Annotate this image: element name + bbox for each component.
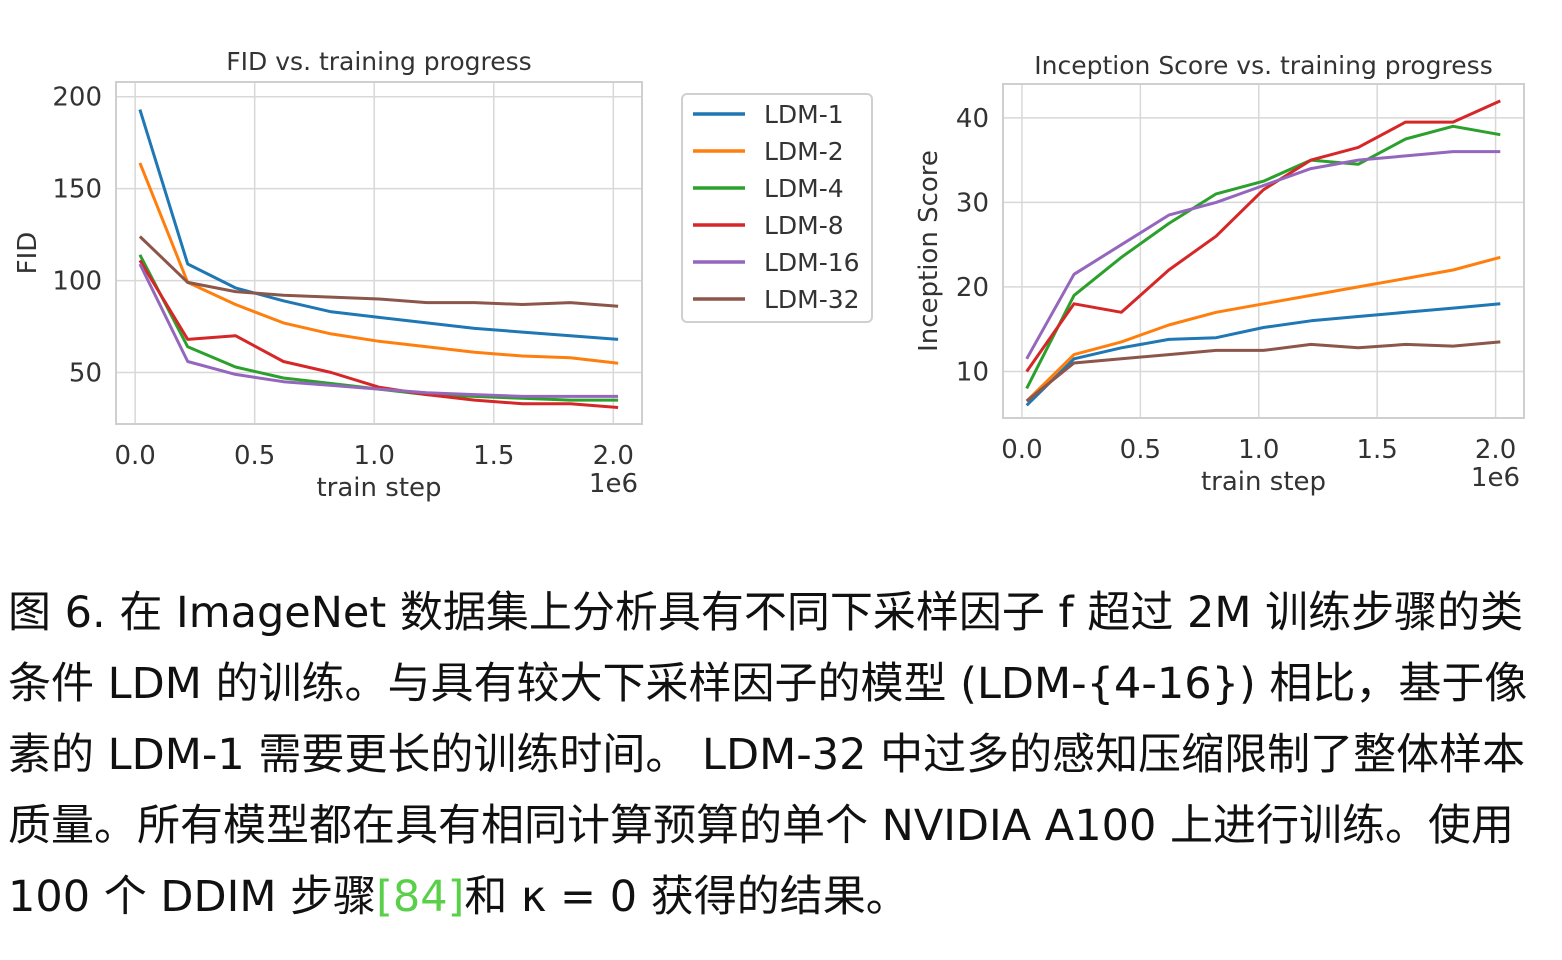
x-tick-label: 0.0	[114, 441, 155, 471]
series-line-ldm-1	[138, 109, 619, 341]
legend-item: LDM-4	[693, 174, 844, 203]
chart-2: 0.0 0.5 1.0 1.5 2.0 10 20 30 40 1e6 Inception Scor…	[914, 51, 1525, 497]
legend-item: LDM-32	[693, 285, 860, 314]
series-line-ldm-4	[1025, 124, 1501, 390]
legend-item: LDM-16	[693, 248, 860, 277]
x-offset-label: 1e6	[589, 469, 638, 499]
legend-label: LDM-32	[764, 285, 860, 314]
x-tick-label: 0.5	[234, 441, 275, 471]
y-tick-label: 10	[956, 357, 989, 387]
chart-title: Inception Score vs. training progress	[1034, 51, 1492, 80]
x-tick-label: 1.5	[1356, 435, 1397, 465]
chart-title: FID vs. training progress	[226, 47, 531, 76]
x-tick-label: 0.0	[1001, 435, 1042, 465]
y-tick-label: 50	[69, 359, 102, 389]
x-offset-label: 1e6	[1471, 463, 1520, 493]
series-line-ldm-2	[138, 162, 619, 365]
legend-item: LDM-1	[693, 100, 844, 129]
figure-svg: 0.0 0.5 1.0 1.5 2.0 50 100 150 200 1e6 FID vs. tra…	[13, 47, 1525, 503]
y-tick-label: 200	[52, 83, 102, 113]
x-tick-label: 0.5	[1120, 435, 1161, 465]
legend-label: LDM-1	[764, 100, 844, 129]
y-axis-label: FID	[13, 232, 43, 275]
legend-label: LDM-2	[764, 137, 844, 166]
legend-item: LDM-8	[693, 211, 844, 240]
y-tick-label: 150	[52, 175, 102, 205]
series-line-ldm-16	[1025, 150, 1501, 360]
figure: 0.0 0.5 1.0 1.5 2.0 50 100 150 200 1e6 FID vs. tra…	[13, 47, 1525, 503]
series-line-ldm-2	[1025, 255, 1501, 403]
series-line-ldm-32	[1025, 340, 1501, 403]
legend-label: LDM-4	[764, 174, 844, 203]
x-axis-label: train step	[316, 473, 441, 503]
legend-item: LDM-2	[693, 137, 844, 166]
plot-frame	[115, 81, 643, 425]
x-tick-label: 2.0	[1475, 435, 1516, 465]
y-tick-label: 100	[52, 267, 102, 297]
series-line-ldm-8	[1025, 99, 1501, 373]
plot-frame	[1002, 83, 1525, 419]
caption-text-end: 和 κ = 0 获得的结果。	[464, 872, 909, 922]
series-line-ldm-8	[138, 259, 619, 409]
chart-1: 0.0 0.5 1.0 1.5 2.0 50 100 150 200 1e6 FID vs. tra…	[13, 47, 643, 503]
y-axis-label: Inception Score	[914, 150, 944, 352]
legend: LDM-1 LDM-2 LDM-4 LDM-8 LDM-16 LDM-32	[681, 93, 873, 323]
x-tick-label: 2.0	[593, 441, 634, 471]
y-tick-label: 20	[956, 273, 989, 303]
plot-area	[1003, 84, 1524, 418]
x-tick-label: 1.0	[1238, 435, 1279, 465]
citation-link[interactable]: [84]	[376, 872, 465, 922]
series-line-ldm-1	[1025, 302, 1501, 407]
caption-text: 图 6. 在 ImageNet 数据集上分析具有不同下采样因子 f 超过 2M …	[8, 588, 1528, 922]
x-tick-label: 1.5	[473, 441, 514, 471]
legend-label: LDM-16	[764, 248, 860, 277]
series-line-ldm-16	[138, 263, 619, 398]
y-tick-label: 40	[956, 104, 989, 134]
legend-label: LDM-8	[764, 211, 844, 240]
y-tick-label: 30	[956, 188, 989, 218]
figure-caption: 图 6. 在 ImageNet 数据集上分析具有不同下采样因子 f 超过 2M …	[8, 578, 1553, 933]
x-axis-label: train step	[1201, 467, 1326, 497]
series-line-ldm-32	[138, 235, 619, 308]
x-tick-label: 1.0	[354, 441, 395, 471]
